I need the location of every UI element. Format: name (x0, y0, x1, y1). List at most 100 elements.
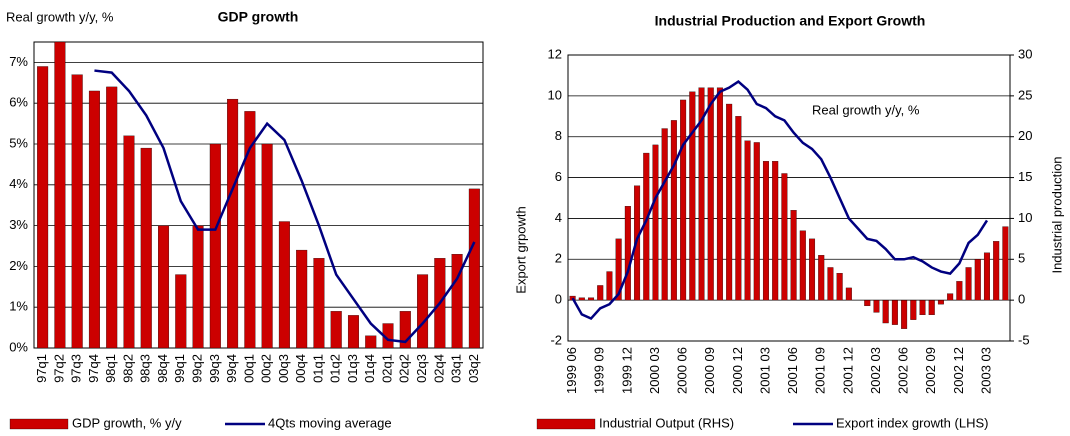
y-tick-label: 4 (555, 210, 562, 225)
chart-title: GDP growth (218, 9, 299, 25)
bar (799, 230, 806, 301)
bar (670, 120, 677, 301)
bar (261, 143, 273, 349)
bar (928, 299, 935, 316)
legend-label: Industrial Output (RHS) (599, 415, 734, 430)
y-tick-label: 0 (555, 292, 562, 307)
plot-area (33, 41, 484, 349)
bar (106, 86, 118, 349)
x-tick-label: 98q2 (120, 354, 135, 383)
y2-tick-label: -5 (1018, 332, 1030, 347)
y-tick-label: 10 (548, 87, 562, 102)
bar (873, 299, 880, 313)
x-tick-label: 2001 06 (785, 347, 800, 394)
bar (956, 281, 963, 301)
bar (123, 135, 135, 349)
x-tick-label: 00q2 (259, 354, 274, 383)
x-tick-label: 2000 09 (702, 347, 717, 394)
x-tick-label: 2000 12 (730, 347, 745, 394)
x-tick-label: 97q1 (34, 354, 49, 383)
bar (417, 274, 429, 349)
x-tick-label: 1999 09 (592, 347, 607, 394)
bar (901, 299, 908, 329)
x-tick-label: 99q1 (172, 354, 187, 383)
x-tick-label: 1999 06 (564, 347, 579, 394)
bar (88, 90, 100, 349)
bar (296, 249, 308, 349)
bar (330, 311, 342, 349)
x-tick-label: 98q3 (138, 354, 153, 383)
x-tick-label: 01q4 (362, 354, 377, 383)
x-tick-label: 99q4 (224, 354, 239, 383)
bar (624, 206, 631, 301)
bar (809, 238, 816, 301)
x-tick-label: 98q1 (103, 354, 118, 383)
x-tick-label: 00q3 (276, 354, 291, 383)
bar (864, 299, 871, 307)
y2-tick-label: 20 (1018, 128, 1032, 143)
y-tick-label: 3% (9, 217, 28, 232)
x-tick-label: 01q3 (345, 354, 360, 383)
y2-tick-label: 15 (1018, 169, 1032, 184)
bar (1002, 226, 1009, 301)
bar (965, 267, 972, 301)
bar (588, 297, 595, 301)
y2-tick-label: 5 (1018, 251, 1025, 266)
bar (158, 225, 170, 349)
y2-tick-label: 30 (1018, 46, 1032, 61)
bar (606, 271, 613, 301)
bar (910, 299, 917, 320)
bar (365, 335, 377, 349)
y-tick-label: 12 (548, 46, 562, 61)
x-tick-label: 2002 06 (896, 347, 911, 394)
line (571, 79, 989, 321)
y-tick-label: 5% (9, 135, 28, 150)
bar (762, 161, 769, 301)
bar (227, 98, 239, 349)
x-tick-label: 2001 09 (813, 347, 828, 394)
bar (735, 116, 742, 301)
chart-title: Industrial Production and Export Growth (655, 13, 926, 29)
legend-swatch (536, 418, 596, 430)
bar (744, 140, 751, 301)
legend-swatch (9, 418, 69, 430)
x-tick-label: 1999 12 (619, 347, 634, 394)
bar (716, 87, 723, 301)
bar (140, 147, 152, 349)
x-tick-label: 02q1 (379, 354, 394, 383)
x-tick-label: 02q3 (414, 354, 429, 383)
y2-tick-label: 10 (1018, 210, 1032, 225)
bar (244, 111, 256, 349)
bar (209, 143, 221, 349)
x-tick-label: 2000 06 (675, 347, 690, 394)
bar (689, 91, 696, 301)
y-tick-label: 2% (9, 258, 28, 273)
bar (707, 87, 714, 301)
x-tick-label: 03q1 (449, 354, 464, 383)
y-tick-label: 2 (555, 251, 562, 266)
bar (468, 188, 480, 349)
legend-label: Export index growth (LHS) (836, 415, 988, 430)
x-tick-label: 99q2 (189, 354, 204, 383)
x-tick-label: 98q4 (155, 354, 170, 383)
x-tick-label: 02q2 (397, 354, 412, 383)
bar (615, 238, 622, 301)
x-tick-label: 2001 03 (757, 347, 772, 394)
bar (781, 173, 788, 301)
x-tick-label: 02q4 (431, 354, 446, 383)
legend-label: 4Qts moving average (268, 415, 392, 430)
x-tick-label: 97q3 (69, 354, 84, 383)
x-tick-label: 2002 12 (951, 347, 966, 394)
x-tick-label: 00q1 (241, 354, 256, 383)
bar (578, 297, 585, 301)
bar (399, 311, 411, 349)
bar (680, 99, 687, 301)
y-tick-label: -2 (550, 332, 562, 347)
legend-label: GDP growth, % y/y (72, 415, 182, 430)
y-tick-label: 1% (9, 299, 28, 314)
bar (827, 267, 834, 301)
line (94, 69, 476, 344)
bar (772, 161, 779, 301)
y-tick-label: 4% (9, 176, 28, 191)
